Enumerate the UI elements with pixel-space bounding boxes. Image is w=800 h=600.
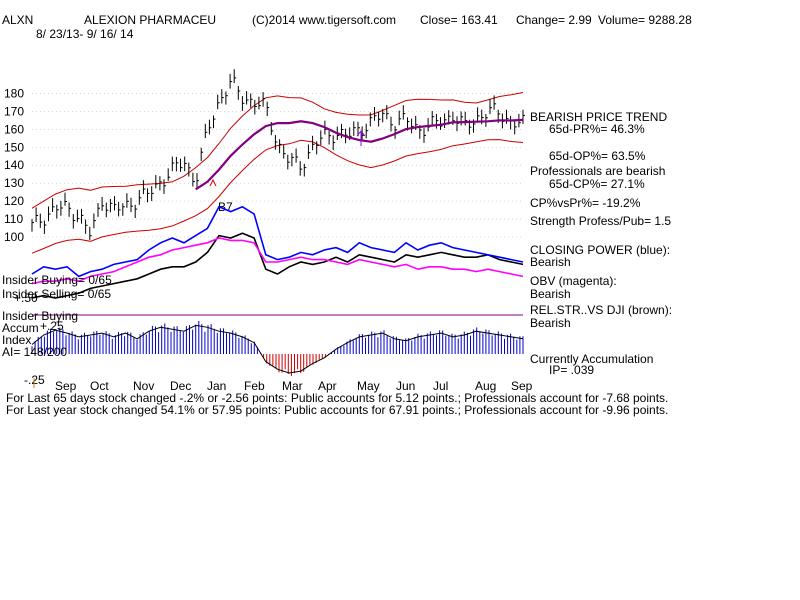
accum-tick: -.25 <box>24 373 45 387</box>
price-bands <box>31 92 524 254</box>
ma-65-line <box>195 118 524 191</box>
price-tick-140: 140 <box>4 158 24 172</box>
ai-value: AI= 148/200 <box>2 345 67 359</box>
insider-buying: Insider Buying= 0/65 <box>2 273 112 287</box>
closing-power-state: Bearish <box>530 255 571 269</box>
month-label-aug: Aug <box>475 379 496 393</box>
footer-last-year: For Last year stock changed 54.1% or 57.… <box>6 403 668 417</box>
month-axis: Sep Oct Nov Dec Jan Feb Mar Apr May Jun Jul Aug Sep <box>33 378 533 393</box>
month-label-sep: Sep <box>55 379 77 393</box>
price-tick-160: 160 <box>4 122 24 136</box>
month-label-dec: Dec <box>170 379 191 393</box>
price-tick-170: 170 <box>4 104 24 118</box>
price-tick-180: 180 <box>4 86 24 100</box>
accum-tick: +.25 <box>40 319 64 333</box>
accum-axis: +.50+.25 -.25 <box>14 291 64 387</box>
month-label-apr: Apr <box>318 379 337 393</box>
company-name: ALEXION PHARMACEU <box>84 13 216 27</box>
rel-strength-state: Bearish <box>530 316 571 330</box>
date-range: 8/ 23/13- 9/ 16/ 14 <box>36 27 134 41</box>
trend-label: BEARISH PRICE TREND <box>530 110 667 124</box>
ticker: ALXN <box>2 13 33 27</box>
month-label-may: May <box>357 379 380 393</box>
rel-strength-label: REL.STR..VS DJI (brown): <box>530 303 672 317</box>
obv-line <box>31 237 524 285</box>
change-value: Change= 2.99 <box>516 13 592 27</box>
obv-label: OBV (magenta): <box>530 274 617 288</box>
buy-arrow-icon <box>356 130 366 146</box>
month-label-oct: Oct <box>90 379 109 393</box>
accumulation-status: Currently Accumulation <box>530 352 653 366</box>
close-value: Close= 163.41 <box>420 13 498 27</box>
month-label-feb: Feb <box>244 379 265 393</box>
accum-ma-line <box>31 324 524 374</box>
strength-value: Strength Profess/Pub= 1.5 <box>530 214 671 228</box>
closing-power-label: CLOSING POWER (blue): <box>530 243 670 257</box>
month-label-sep: Sep <box>511 379 533 393</box>
price-tick-150: 150 <box>4 140 24 154</box>
pr65-value: 65d-PR%= 46.3% <box>549 122 645 136</box>
month-label-jan: Jan <box>207 379 226 393</box>
month-label-jun: Jun <box>396 379 415 393</box>
price-bars <box>31 69 525 240</box>
volume-value: Volume= 9288.28 <box>598 13 692 27</box>
insider-selling: Insider Selling= 0/65 <box>2 287 111 301</box>
rel-strength-line <box>31 232 524 299</box>
obv-state: Bearish <box>530 287 571 301</box>
upper-band <box>31 92 524 209</box>
cpvspr-value: CP%vsPr%= -19.2% <box>530 196 641 210</box>
month-label-jul: Jul <box>433 379 448 393</box>
accum-histogram <box>31 321 524 376</box>
footer-65-days: For Last 65 days stock changed -.2% or -… <box>6 391 668 405</box>
index-label: Index <box>2 333 31 347</box>
insider-buying-2: Insider Buying <box>2 309 78 323</box>
ip-value: IP= .039 <box>549 363 594 377</box>
op65-value: 65d-OP%= 63.5% <box>549 149 646 163</box>
month-label-nov: Nov <box>133 379 154 393</box>
price-tick-100: 100 <box>4 230 24 244</box>
price-tick-130: 130 <box>4 176 24 190</box>
lower-band <box>31 139 524 254</box>
indicator-lines <box>31 205 524 299</box>
accum-tick: +.50 <box>14 291 38 305</box>
price-axis: 180 170 160 150 140 130 120 110 100 <box>4 86 523 244</box>
month-label-mar: Mar <box>282 379 303 393</box>
accum-label: Accum <box>2 321 39 335</box>
price-tick-110: 110 <box>4 212 23 226</box>
price-tick-120: 120 <box>4 194 24 208</box>
cp65-value: 65d-CP%= 27.1% <box>549 177 645 191</box>
jan-arrow-icon <box>209 178 217 187</box>
professionals-status: Professionals are bearish <box>530 164 665 178</box>
moving-average-line <box>195 118 524 191</box>
copyright: (C)2014 www.tigersoft.com <box>252 13 396 27</box>
closing-power-line <box>31 205 524 278</box>
